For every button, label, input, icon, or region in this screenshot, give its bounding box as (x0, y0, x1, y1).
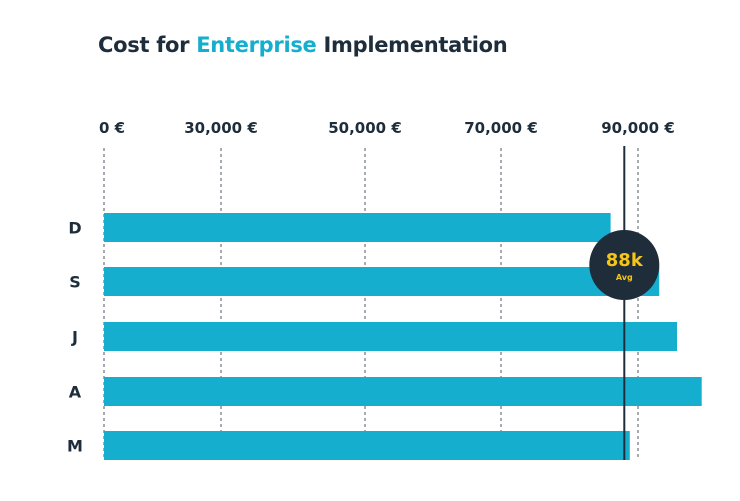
category-label: J (71, 328, 78, 347)
bar-s (104, 267, 660, 296)
title-part: Cost for (98, 33, 197, 57)
category-label: A (69, 383, 82, 402)
title-highlight: Enterprise (196, 33, 317, 57)
average-badge (589, 230, 660, 300)
category-label: S (69, 273, 81, 292)
x-tick-label: 70,000 € (464, 119, 538, 137)
category-label: M (67, 437, 83, 456)
x-tick-label: 0 € (99, 119, 125, 137)
title-part: Implementation (316, 33, 508, 57)
average-label: Avg (616, 273, 633, 282)
category-label: D (68, 219, 81, 238)
x-tick-label: 50,000 € (328, 119, 402, 137)
bar-d (104, 213, 611, 242)
x-tick-label: 30,000 € (184, 119, 258, 137)
chart-title: Cost for Enterprise Implementation (98, 33, 508, 57)
bar-a (104, 377, 702, 406)
x-tick-label: 90,000 € (601, 119, 675, 137)
bar-m (104, 431, 630, 460)
bar-j (104, 322, 678, 351)
average-value: 88k (606, 250, 644, 271)
